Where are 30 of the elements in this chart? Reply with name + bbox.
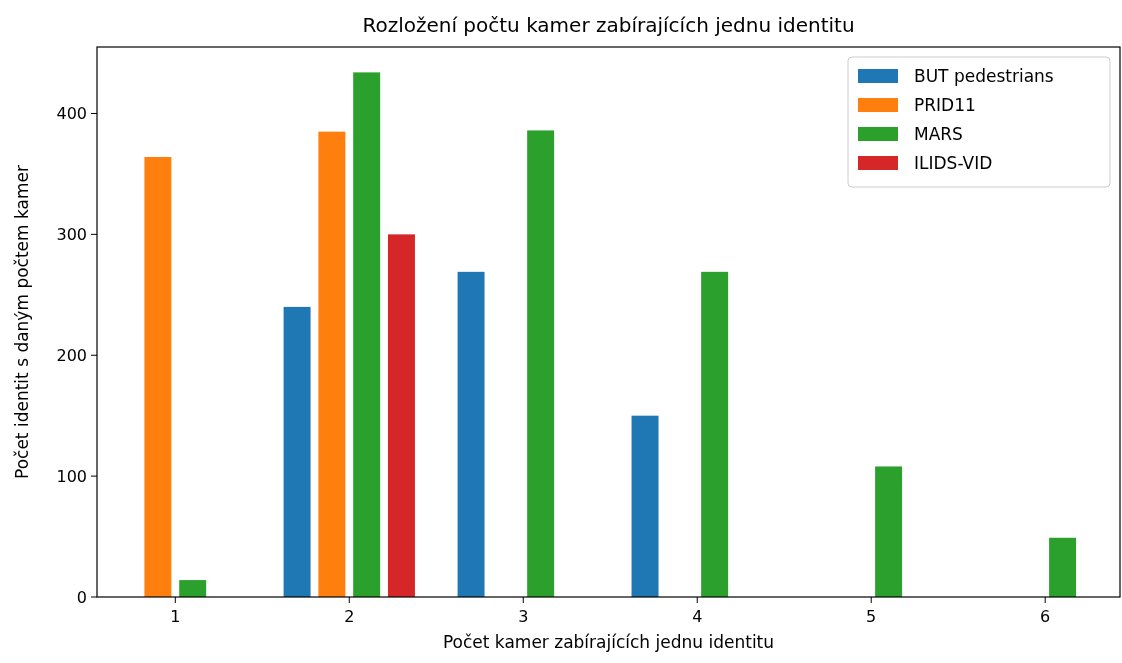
x-tick-label: 3 <box>518 607 529 626</box>
x-tick-label: 4 <box>692 607 703 626</box>
bar <box>353 72 381 597</box>
bar <box>527 130 555 597</box>
x-tick-label: 6 <box>1040 607 1051 626</box>
bar <box>631 415 659 597</box>
bar <box>144 157 172 597</box>
legend-label: MARS <box>914 123 963 144</box>
legend-label: BUT pedestrians <box>914 65 1054 86</box>
x-axis-title: Počet kamer zabírajících jednu identitu <box>442 632 775 652</box>
y-tick-label: 0 <box>76 587 87 607</box>
y-tick-label: 300 <box>56 224 87 244</box>
bar <box>387 234 415 597</box>
y-tick-label: 100 <box>56 466 87 486</box>
bar <box>179 580 207 597</box>
bar <box>318 131 346 597</box>
x-tick-label: 5 <box>866 607 877 626</box>
bar <box>283 306 311 597</box>
bar <box>457 271 485 597</box>
bar <box>701 271 729 597</box>
x-tick-label: 2 <box>344 607 355 626</box>
legend-label: PRID11 <box>914 94 976 115</box>
bar <box>1049 537 1077 597</box>
bar <box>875 466 903 597</box>
legend-label: ILIDS-VID <box>914 152 993 173</box>
y-tick-label: 400 <box>56 104 87 124</box>
x-tick-label: 1 <box>170 607 181 626</box>
y-axis-title: Počet identit s daným počtem kamer <box>12 165 32 479</box>
y-tick-label: 200 <box>56 345 87 365</box>
chart-title: Rozložení počtu kamer zabírajících jednu identitu <box>362 13 855 37</box>
